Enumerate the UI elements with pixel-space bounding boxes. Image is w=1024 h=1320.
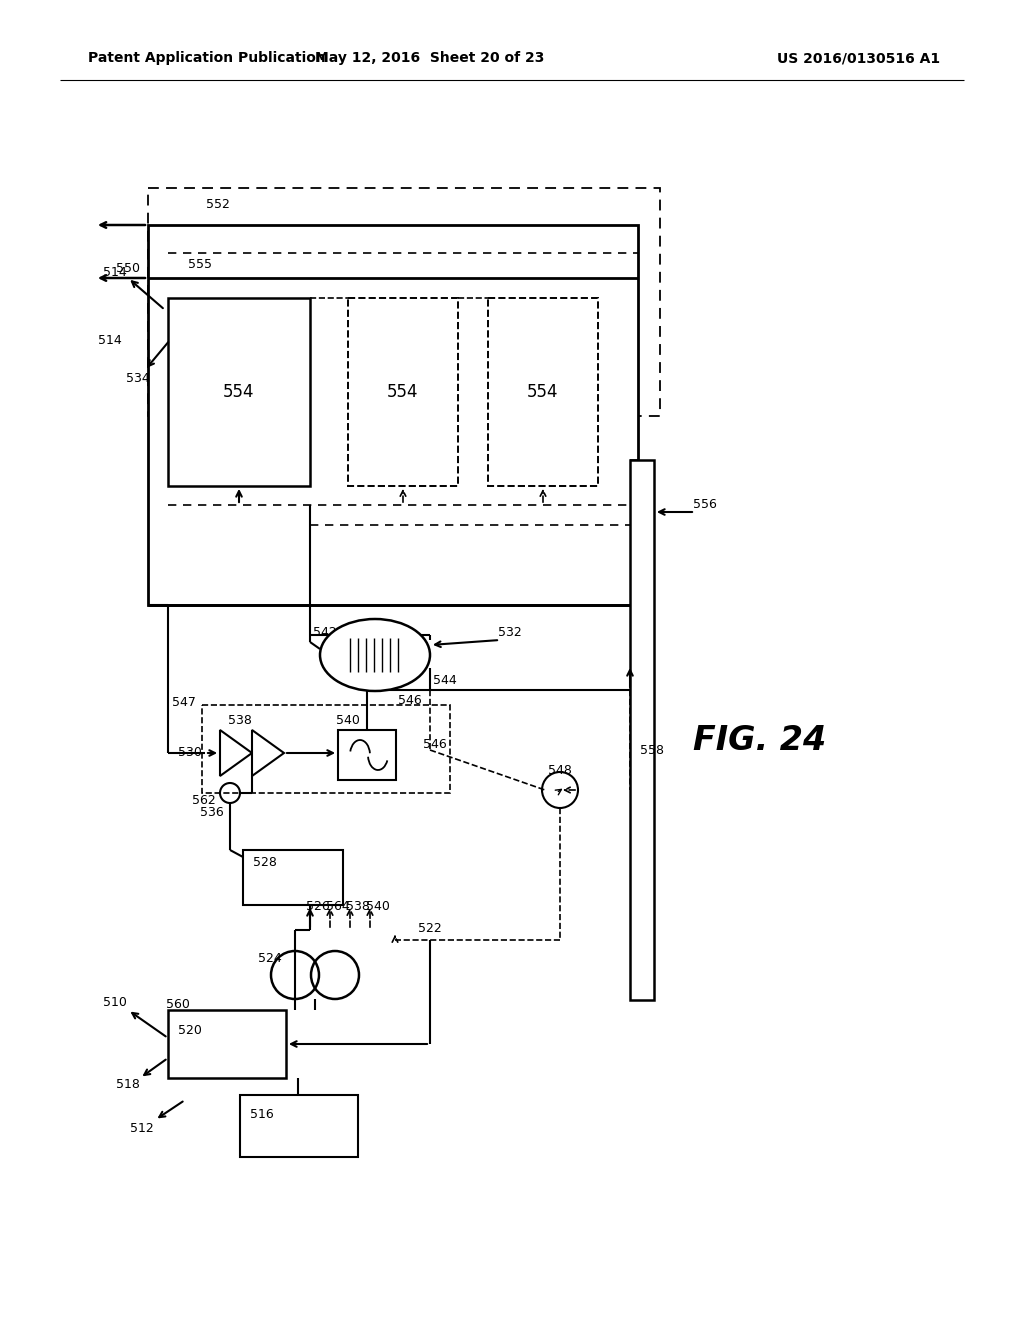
Text: 546: 546 (398, 693, 422, 706)
Text: 528: 528 (253, 855, 276, 869)
Text: 512: 512 (130, 1122, 154, 1134)
Text: 534: 534 (126, 371, 150, 384)
Text: 514: 514 (103, 265, 127, 279)
Text: 558: 558 (640, 743, 664, 756)
Text: 555: 555 (188, 257, 212, 271)
Text: 550: 550 (116, 261, 140, 275)
Text: 552: 552 (206, 198, 230, 211)
Text: US 2016/0130516 A1: US 2016/0130516 A1 (777, 51, 940, 65)
Text: 520: 520 (178, 1023, 202, 1036)
Text: 518: 518 (116, 1078, 140, 1092)
Text: 522: 522 (418, 921, 442, 935)
Text: 546: 546 (423, 738, 446, 751)
Bar (148, 224, 638, 605)
Text: 544: 544 (433, 673, 457, 686)
Text: 514: 514 (98, 334, 122, 346)
Text: 540: 540 (336, 714, 360, 726)
Text: 540: 540 (366, 900, 390, 913)
Bar (148, 187, 660, 416)
Text: 532: 532 (498, 627, 522, 639)
Text: 510: 510 (103, 997, 127, 1010)
Text: May 12, 2016  Sheet 20 of 23: May 12, 2016 Sheet 20 of 23 (315, 51, 545, 65)
Bar (243, 850, 343, 906)
Text: 564: 564 (326, 900, 350, 913)
Bar (348, 298, 458, 486)
Text: 536: 536 (200, 807, 224, 820)
Text: Patent Application Publication: Patent Application Publication (88, 51, 326, 65)
Polygon shape (220, 730, 252, 776)
Text: 547: 547 (172, 696, 196, 709)
Text: 526: 526 (306, 900, 330, 913)
Text: 538: 538 (346, 900, 370, 913)
Bar (338, 730, 396, 780)
Text: 542: 542 (313, 627, 337, 639)
Ellipse shape (319, 619, 430, 690)
Bar (630, 459, 654, 1001)
Text: FIG. 24: FIG. 24 (693, 723, 826, 756)
Text: 548: 548 (548, 763, 572, 776)
Text: 560: 560 (166, 998, 189, 1011)
Bar (168, 1010, 286, 1078)
Bar (168, 298, 310, 486)
Text: 516: 516 (250, 1109, 273, 1122)
Bar (202, 705, 450, 793)
Text: 530: 530 (178, 746, 202, 759)
Text: 562: 562 (193, 793, 216, 807)
Text: 556: 556 (693, 499, 717, 511)
Bar (240, 1096, 358, 1158)
Text: 554: 554 (223, 383, 255, 401)
Text: 538: 538 (228, 714, 252, 726)
Bar (488, 298, 598, 486)
Text: 554: 554 (527, 383, 559, 401)
Polygon shape (252, 730, 284, 776)
Text: 554: 554 (387, 383, 419, 401)
Text: 524: 524 (258, 952, 282, 965)
